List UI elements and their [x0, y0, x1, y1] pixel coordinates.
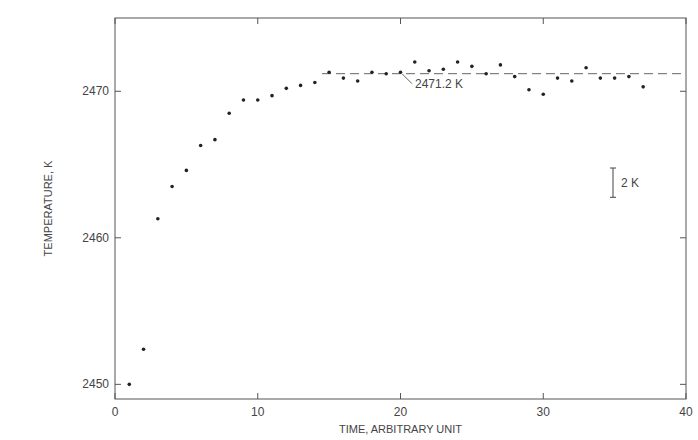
data-point — [470, 65, 474, 69]
x-tick-label: 40 — [679, 405, 693, 419]
y-tick — [115, 237, 121, 238]
x-tick-label: 20 — [394, 405, 408, 419]
plot-area — [127, 60, 686, 386]
data-point — [242, 98, 246, 102]
x-tick — [257, 393, 258, 399]
y-tick-right — [680, 91, 686, 92]
data-point — [399, 70, 403, 74]
x-tick-label: 10 — [251, 405, 265, 419]
data-point — [199, 144, 203, 148]
data-point — [627, 75, 631, 79]
data-point — [641, 85, 645, 89]
data-point — [127, 383, 131, 387]
data-point — [456, 60, 460, 64]
data-point — [356, 79, 360, 83]
data-point — [156, 217, 160, 221]
x-tick-label: 30 — [537, 405, 551, 419]
scale-bar-label: 2 K — [621, 176, 639, 190]
data-point — [142, 347, 146, 351]
data-point — [556, 76, 560, 80]
x-tick — [543, 393, 544, 399]
y-tick-right — [680, 384, 686, 385]
data-point — [313, 81, 317, 85]
data-point — [299, 84, 303, 88]
data-point — [413, 60, 417, 64]
data-point — [584, 66, 588, 70]
y-tick-right — [680, 237, 686, 238]
x-tick-top — [400, 18, 401, 24]
y-tick-label: 2450 — [82, 377, 109, 391]
data-point — [370, 70, 374, 74]
scale-bar-cap — [610, 197, 616, 198]
label-leader — [402, 74, 412, 84]
y-tick — [115, 91, 121, 92]
data-point — [499, 63, 503, 67]
data-point — [342, 76, 346, 80]
reference-label: 2471.2 K — [415, 77, 463, 91]
x-tick-top — [257, 18, 258, 24]
data-point — [442, 67, 446, 71]
data-point — [570, 79, 574, 83]
data-point — [227, 111, 231, 115]
data-point — [599, 76, 603, 80]
data-point — [185, 169, 189, 173]
x-tick — [115, 393, 116, 399]
x-tick — [686, 393, 687, 399]
data-point — [513, 75, 517, 79]
data-point — [285, 87, 289, 91]
x-tick-label: 0 — [112, 405, 119, 419]
x-tick-top — [115, 18, 116, 24]
y-axis-label: TEMPERATURE, K — [42, 160, 54, 256]
x-tick-top — [686, 18, 687, 24]
data-point — [613, 76, 617, 80]
x-axis-label: TIME, ARBITRARY UNIT — [339, 423, 462, 435]
data-point — [484, 72, 488, 76]
data-point — [427, 69, 431, 73]
scale-bar — [613, 168, 614, 197]
y-tick-label: 2470 — [82, 84, 109, 98]
data-point — [256, 98, 260, 102]
y-tick-label: 2460 — [82, 231, 109, 245]
x-tick-top — [543, 18, 544, 24]
scale-bar-cap — [610, 168, 616, 169]
data-point — [527, 88, 531, 92]
y-tick — [115, 384, 121, 385]
data-point — [270, 94, 274, 98]
reference-line — [322, 73, 686, 74]
plot-frame — [115, 18, 686, 399]
data-point — [170, 185, 174, 189]
chart: 0 10 20 30 40 2450 2460 2470 TIME, ARBITRARY UNI… — [0, 0, 698, 440]
data-point — [541, 92, 545, 96]
x-tick — [400, 393, 401, 399]
data-point — [384, 72, 388, 76]
data-point — [213, 138, 217, 142]
data-point — [327, 70, 331, 74]
